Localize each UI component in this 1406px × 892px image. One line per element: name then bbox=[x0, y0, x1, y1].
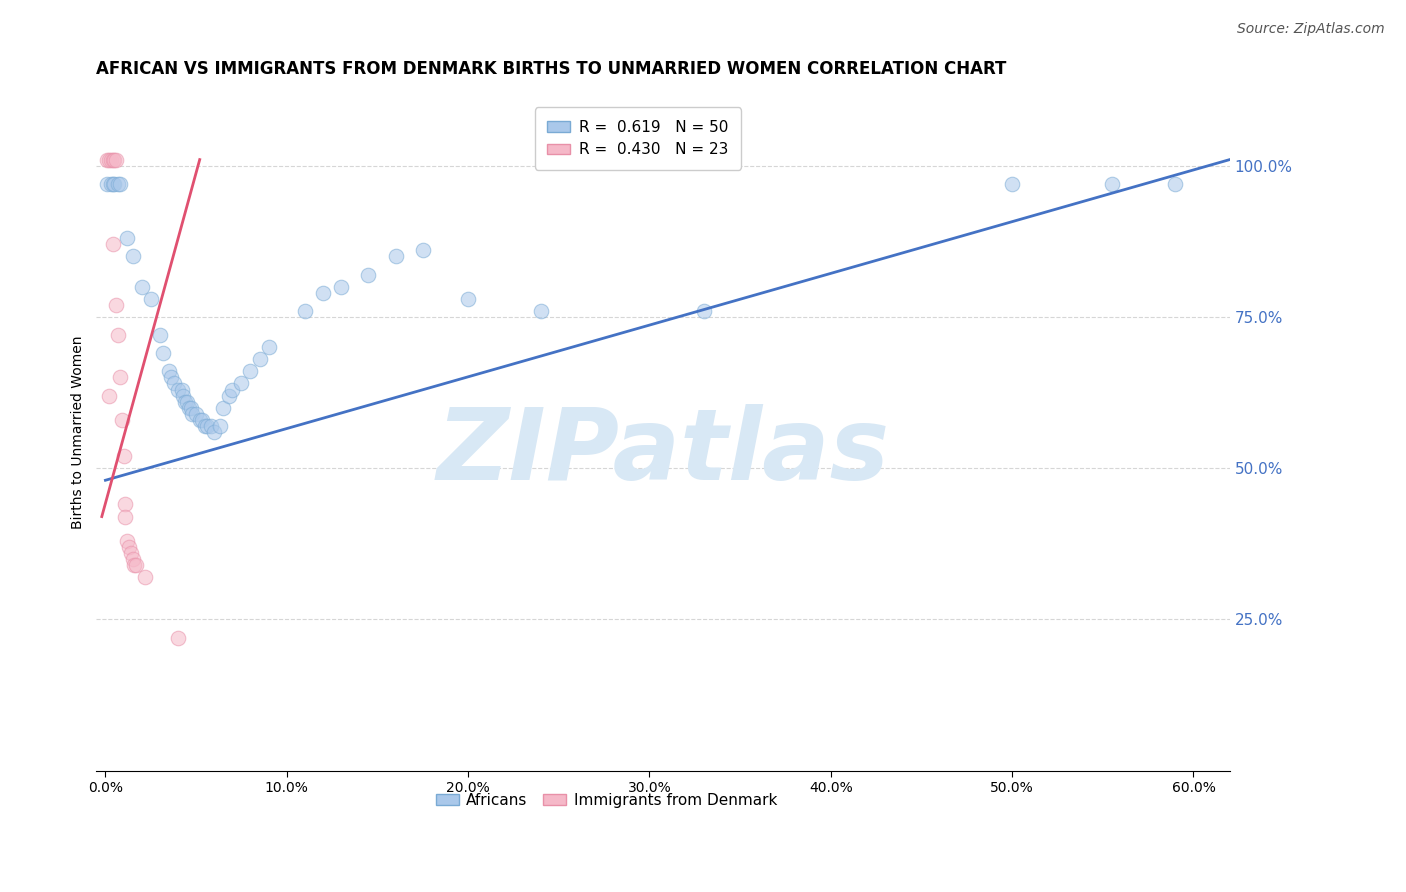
Point bbox=[100, 153, 122, 167]
Point bbox=[167, 631, 190, 645]
Text: AFRICAN VS IMMIGRANTS FROM DENMARK BIRTHS TO UNMARRIED WOMEN CORRELATION CHART: AFRICAN VS IMMIGRANTS FROM DENMARK BIRTH… bbox=[97, 60, 1007, 78]
Point bbox=[118, 540, 141, 554]
Point bbox=[200, 418, 222, 433]
Point bbox=[172, 388, 194, 402]
Point bbox=[1164, 177, 1187, 191]
Point bbox=[1101, 177, 1123, 191]
Point bbox=[134, 570, 156, 584]
Text: Source: ZipAtlas.com: Source: ZipAtlas.com bbox=[1237, 22, 1385, 37]
Point bbox=[174, 394, 197, 409]
Point bbox=[176, 394, 198, 409]
Point bbox=[167, 383, 190, 397]
Point bbox=[231, 376, 253, 391]
Point bbox=[412, 244, 434, 258]
Point bbox=[249, 352, 271, 367]
Point bbox=[108, 177, 131, 191]
Point bbox=[115, 231, 138, 245]
Point bbox=[181, 407, 204, 421]
Point bbox=[101, 153, 124, 167]
Point bbox=[152, 346, 174, 360]
Point bbox=[105, 298, 128, 312]
Point bbox=[1001, 177, 1024, 191]
Point bbox=[202, 425, 225, 439]
Point bbox=[163, 376, 186, 391]
Point bbox=[114, 509, 136, 524]
Point bbox=[149, 328, 172, 343]
Point bbox=[108, 370, 131, 384]
Point bbox=[112, 449, 135, 463]
Point bbox=[120, 546, 142, 560]
Point bbox=[101, 177, 124, 191]
Point bbox=[330, 279, 353, 293]
Point bbox=[111, 413, 134, 427]
Point bbox=[96, 177, 118, 191]
Point bbox=[177, 401, 200, 415]
Point bbox=[188, 413, 211, 427]
Legend: Africans, Immigrants from Denmark: Africans, Immigrants from Denmark bbox=[430, 787, 783, 814]
Point bbox=[121, 249, 143, 263]
Point bbox=[107, 328, 129, 343]
Point bbox=[98, 153, 121, 167]
Point bbox=[208, 418, 231, 433]
Text: ZIPatlas: ZIPatlas bbox=[436, 404, 890, 500]
Point bbox=[125, 558, 148, 572]
Point bbox=[195, 418, 218, 433]
Point bbox=[239, 364, 262, 378]
Point bbox=[257, 340, 280, 354]
Point bbox=[218, 388, 240, 402]
Point bbox=[312, 285, 335, 300]
Point bbox=[105, 153, 128, 167]
Point bbox=[384, 249, 406, 263]
Point bbox=[157, 364, 180, 378]
Point bbox=[221, 383, 243, 397]
Point bbox=[139, 292, 162, 306]
Point bbox=[530, 303, 553, 318]
Point bbox=[124, 558, 146, 572]
Point bbox=[212, 401, 235, 415]
Point bbox=[103, 177, 125, 191]
Point bbox=[457, 292, 479, 306]
Point bbox=[190, 413, 212, 427]
Point bbox=[357, 268, 380, 282]
Point bbox=[103, 153, 125, 167]
Point bbox=[194, 418, 217, 433]
Point bbox=[107, 177, 129, 191]
Point bbox=[180, 401, 202, 415]
Point bbox=[131, 279, 153, 293]
Point bbox=[121, 552, 143, 566]
Point bbox=[693, 303, 716, 318]
Point bbox=[114, 498, 136, 512]
Point bbox=[98, 388, 121, 402]
Point bbox=[184, 407, 207, 421]
Point bbox=[101, 237, 124, 252]
Point bbox=[96, 153, 118, 167]
Point bbox=[159, 370, 181, 384]
Point bbox=[170, 383, 193, 397]
Point bbox=[115, 533, 138, 548]
Y-axis label: Births to Unmarried Women: Births to Unmarried Women bbox=[72, 335, 86, 529]
Point bbox=[100, 177, 122, 191]
Point bbox=[294, 303, 316, 318]
